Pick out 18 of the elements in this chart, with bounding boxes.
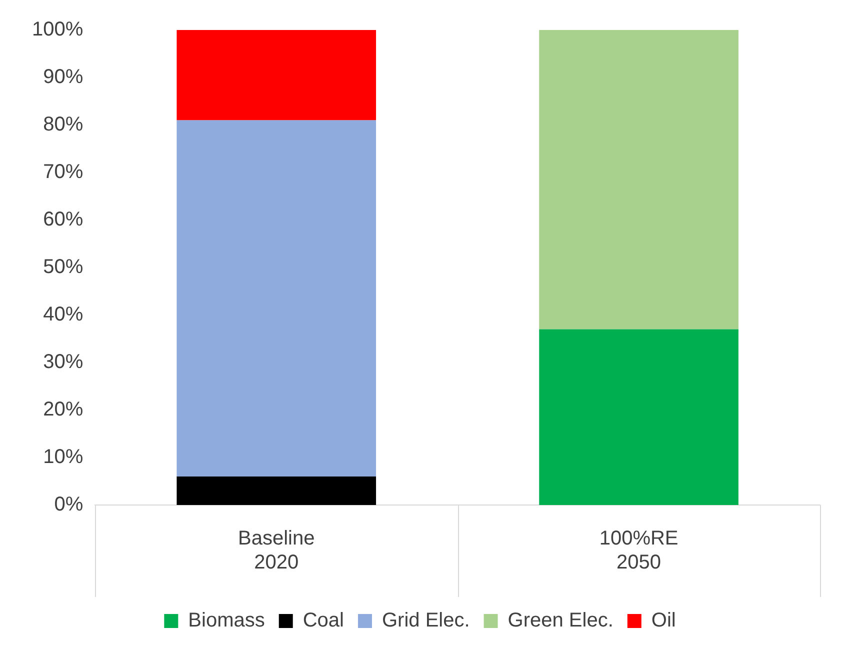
legend-label: Coal — [302, 610, 344, 632]
y-tick-label: 60% — [43, 208, 84, 231]
y-tick-label: 100% — [32, 18, 84, 41]
y-tick-label: 20% — [43, 398, 84, 421]
x-tick-label: 100%RE 2050 — [599, 528, 678, 574]
y-tick-label: 80% — [43, 114, 84, 136]
y-tick-label: 40% — [43, 304, 84, 326]
y-tick-label: 50% — [43, 256, 84, 278]
legend-label: Oil — [651, 610, 676, 632]
y-tick-label: 70% — [43, 161, 84, 184]
y-tick-label: 90% — [43, 66, 84, 88]
y-tick-label: 10% — [43, 446, 84, 468]
legend-label: Biomass — [188, 610, 265, 632]
legend-label: Green Elec. — [508, 610, 614, 632]
x-tick-label: Baseline 2020 — [238, 528, 315, 574]
legend-label: Grid Elec. — [382, 610, 470, 632]
y-tick-label: 0% — [54, 494, 84, 516]
y-tick-label: 30% — [43, 351, 84, 374]
